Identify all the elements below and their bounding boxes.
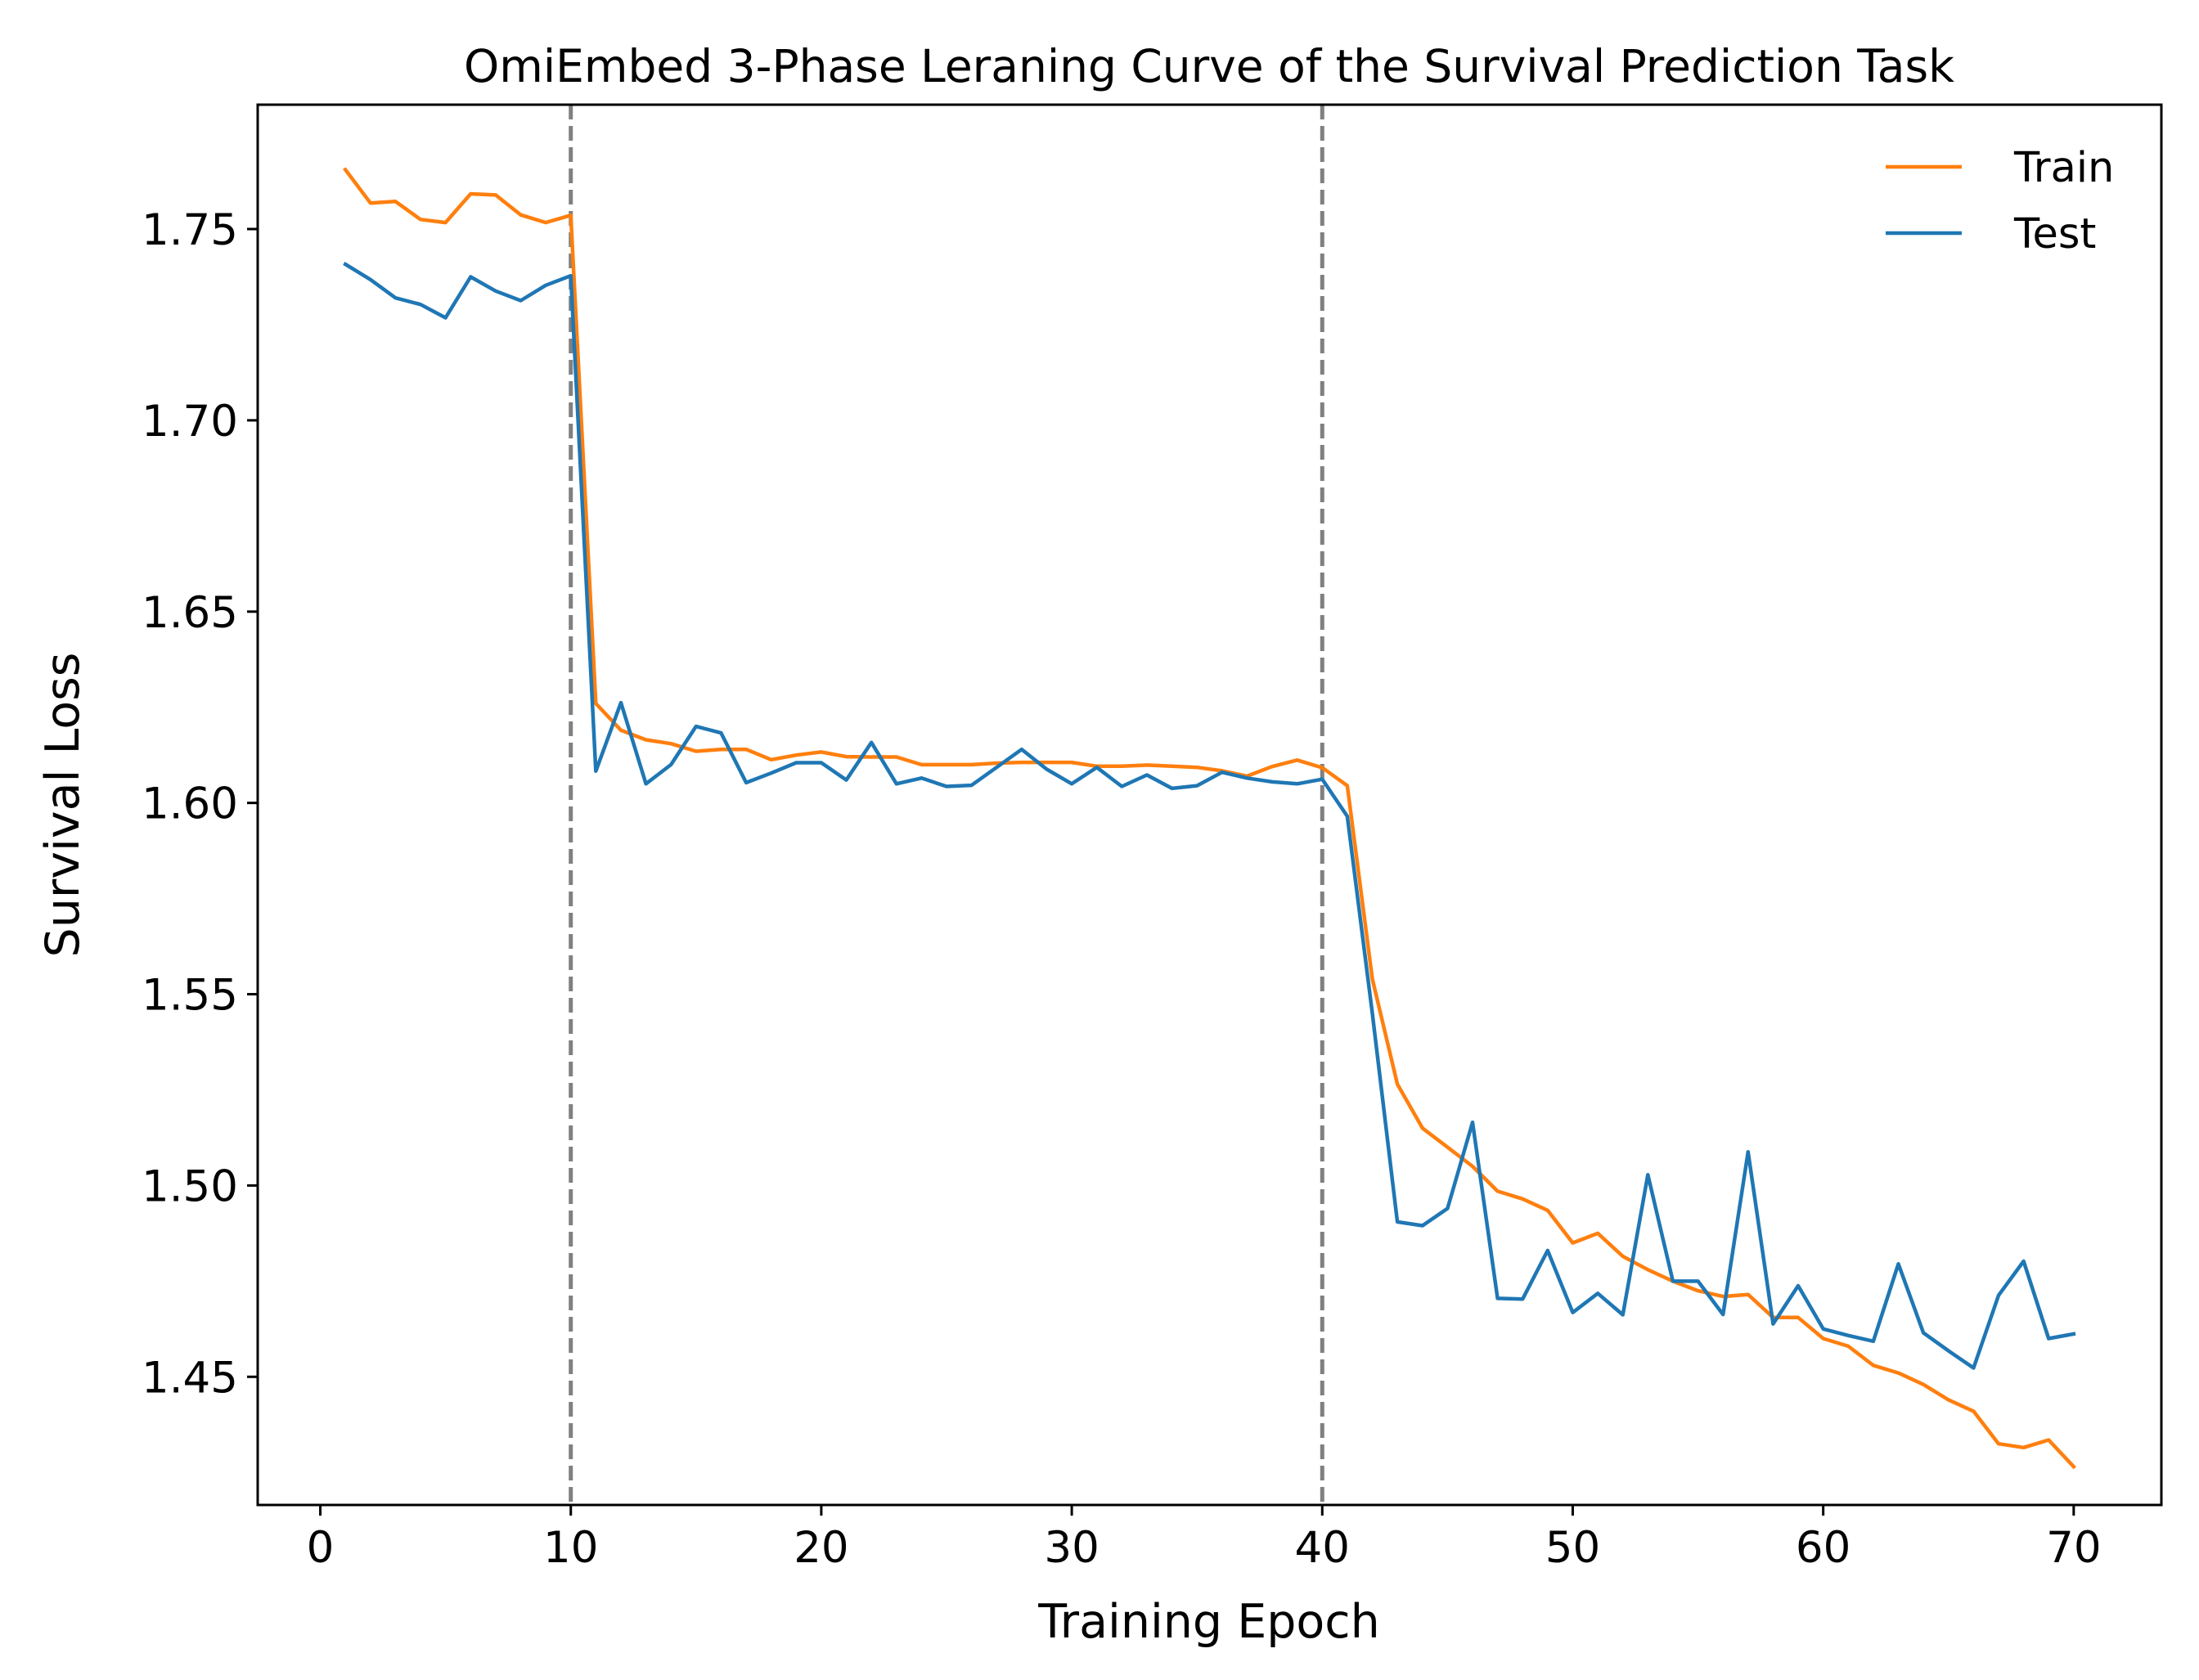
plot-frame [256, 103, 2163, 1507]
x-tick-label: 30 [1044, 1523, 1099, 1573]
y-tick-label: 1.50 [142, 1161, 238, 1211]
x-tick-label: 0 [307, 1523, 335, 1573]
legend: Train Test [1886, 144, 2114, 258]
series-lines [343, 167, 2076, 1470]
series-line-train [343, 167, 2076, 1470]
series-line-test [343, 262, 2076, 1370]
x-axis: 0 10 20 30 40 50 60 70 [307, 1505, 2102, 1573]
y-tick-label: 1.55 [142, 971, 238, 1021]
legend-label-test: Test [2013, 210, 2096, 258]
x-tick-label: 50 [1545, 1523, 1600, 1573]
y-axis: 1.45 1.50 1.55 1.60 1.65 1.70 1.75 [142, 205, 258, 1403]
x-tick-label: 10 [543, 1523, 598, 1573]
x-tick-label: 40 [1295, 1523, 1350, 1573]
y-tick-label: 1.60 [142, 779, 238, 829]
y-tick-label: 1.65 [142, 588, 238, 638]
y-tick-label: 1.45 [142, 1353, 238, 1403]
x-tick-label: 70 [2046, 1523, 2101, 1573]
x-tick-label: 20 [794, 1523, 848, 1573]
x-axis-label: Training Epoch [1037, 1595, 1380, 1649]
y-tick-label: 1.70 [142, 397, 238, 447]
y-tick-label: 1.75 [142, 205, 238, 255]
y-axis-label: Survival Loss [36, 653, 90, 958]
x-tick-label: 60 [1796, 1523, 1850, 1573]
plot-area [256, 103, 2163, 1507]
legend-label-train: Train [2013, 144, 2114, 192]
chart-title: OmiEmbed 3-Phase Leraning Curve of the S… [464, 40, 1954, 92]
